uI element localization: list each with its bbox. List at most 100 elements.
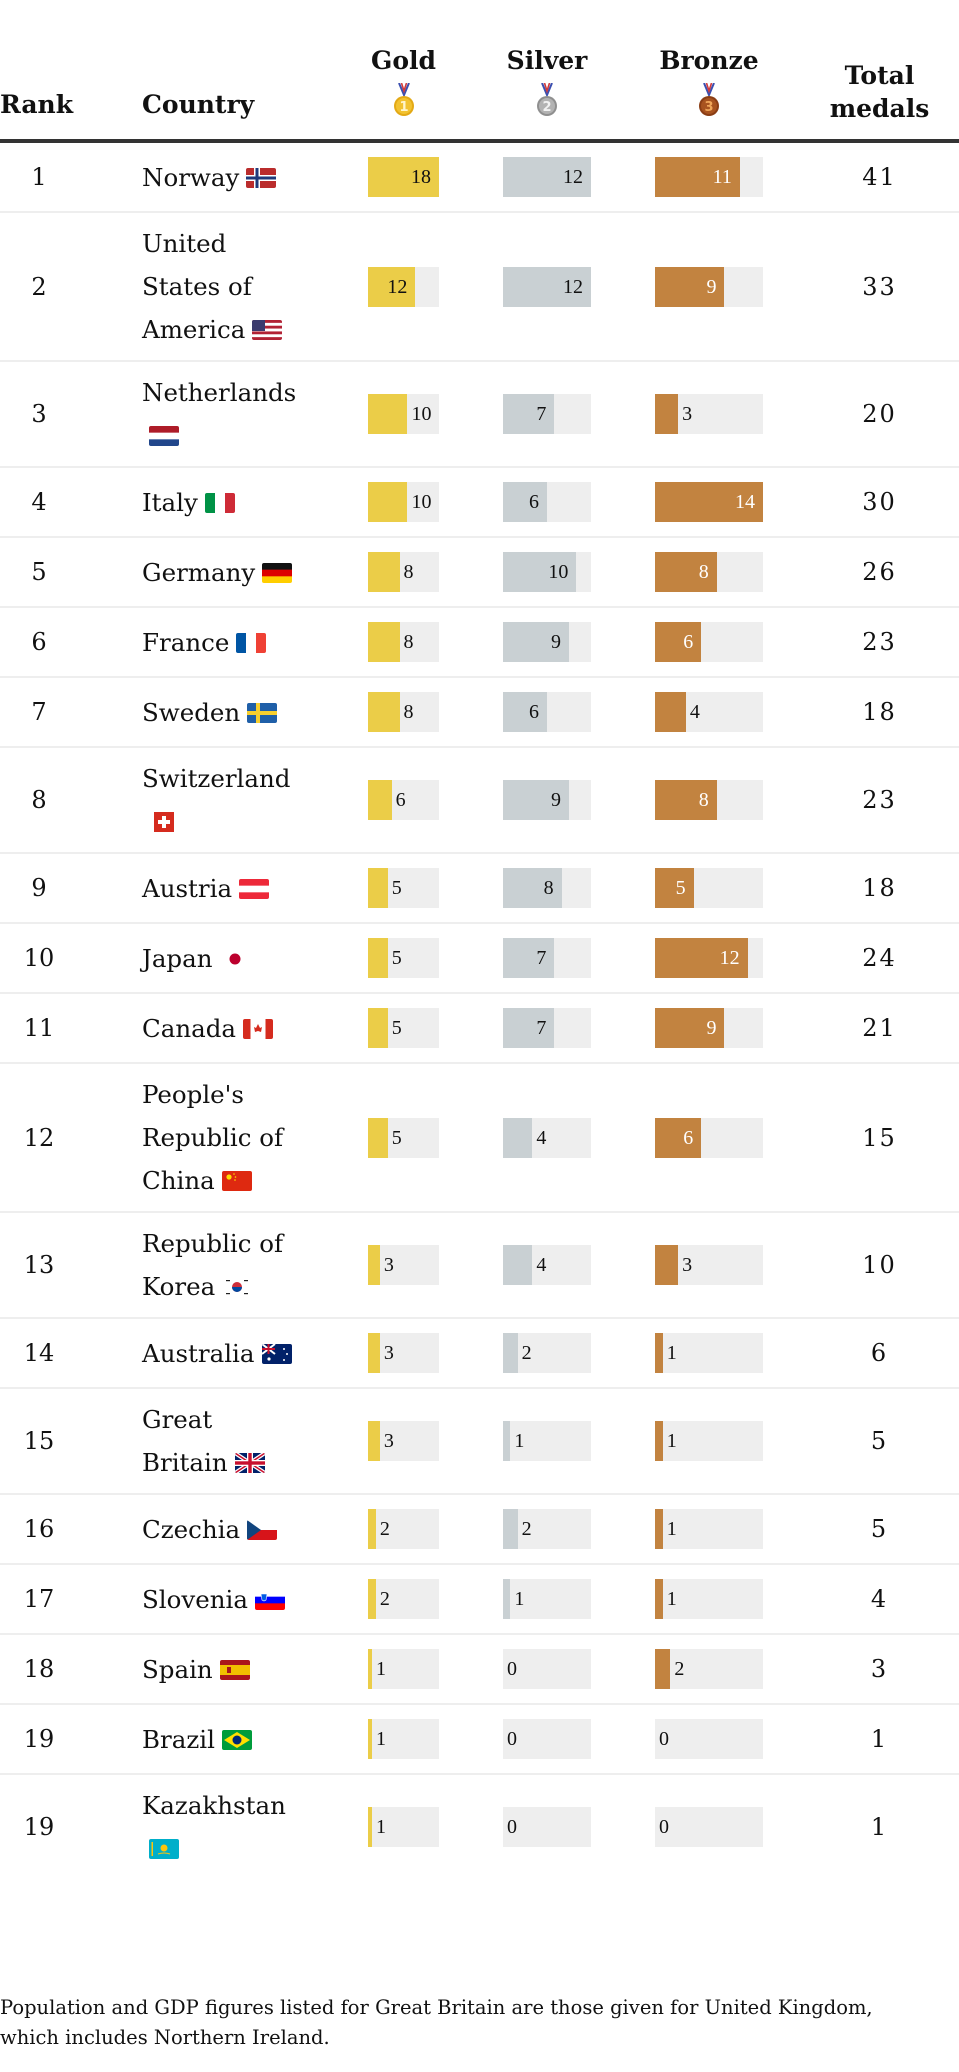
country-name: Czechia xyxy=(142,1508,295,1551)
total-cell: 26 xyxy=(862,558,897,586)
bronze-value-label: 1 xyxy=(666,1588,677,1610)
gold-value-label: 5 xyxy=(391,877,402,899)
flag-kr-icon xyxy=(222,1277,253,1297)
bronze-value-label: 1 xyxy=(666,1342,677,1364)
flag-it-icon xyxy=(204,492,235,513)
country-name: Republic of Korea xyxy=(142,1229,284,1301)
silver-bar xyxy=(503,1245,533,1285)
header-total[interactable]: Total medals xyxy=(800,45,959,143)
table-row: 12 People's Republic of China 5 4 6 15 xyxy=(0,1063,959,1212)
table-row: 5 Germany 8 10 8 26 xyxy=(0,537,959,607)
gold-cell: 1 xyxy=(350,1634,470,1704)
svg-text:2: 2 xyxy=(542,100,551,115)
bronze-cell: 3 xyxy=(630,361,800,467)
table-row: 16 Czechia 2 2 1 5 xyxy=(0,1494,959,1564)
total-cell: 6 xyxy=(870,1339,889,1367)
gold-bar xyxy=(368,1579,376,1619)
silver-cell: 6 xyxy=(470,677,630,747)
silver-cell: 0 xyxy=(470,1774,630,1879)
silver-cell: 0 xyxy=(470,1704,630,1774)
rank-cell: 1 xyxy=(31,163,47,191)
bronze-cell: 0 xyxy=(630,1704,800,1774)
flag-us-icon xyxy=(252,320,283,340)
country-cell: Spain xyxy=(78,1634,350,1704)
gold-value-label: 3 xyxy=(383,1342,394,1364)
table-row: 10 Japan 5 7 12 24 xyxy=(0,923,959,993)
bronze-value-label: 3 xyxy=(682,1254,693,1276)
bronze-value-label: 9 xyxy=(706,275,717,298)
gold-cell: 5 xyxy=(350,923,470,993)
bronze-bar-track: 1 xyxy=(655,1509,763,1549)
silver-bar-track: 12 xyxy=(503,266,591,307)
country-name-tail: Britain xyxy=(142,1448,265,1477)
table-row: 17 Slovenia 2 1 1 4 xyxy=(0,1564,959,1634)
gold-cell: 3 xyxy=(350,1318,470,1388)
silver-bar-track: 6 xyxy=(503,692,591,732)
bronze-cell: 9 xyxy=(630,212,800,361)
bronze-bar xyxy=(655,938,748,978)
silver-cell: 7 xyxy=(470,923,630,993)
silver-bar xyxy=(503,780,569,820)
gold-bar-track: 12 xyxy=(368,266,439,307)
country-name-tail: Korea xyxy=(142,1272,253,1301)
silver-bar xyxy=(503,622,569,662)
bronze-bar xyxy=(655,394,679,434)
flag-au-icon xyxy=(261,1343,292,1364)
bronze-value-label: 12 xyxy=(719,947,740,969)
rank-cell: 3 xyxy=(31,400,47,428)
rank-cell: 17 xyxy=(23,1585,55,1613)
bronze-cell: 4 xyxy=(630,677,800,747)
header-rank[interactable]: Rank xyxy=(0,45,78,143)
header-bronze[interactable]: Bronze 3 xyxy=(630,45,800,143)
table-row: 15 Great Britain 3 1 1 5 xyxy=(0,1388,959,1494)
bronze-bar-track: 0 xyxy=(655,1807,763,1847)
flag-nl-icon xyxy=(149,426,179,446)
flag-gb-icon xyxy=(234,1453,265,1473)
gold-cell: 2 xyxy=(350,1564,470,1634)
country-name: Norway xyxy=(142,156,295,199)
silver-bar xyxy=(503,1117,533,1158)
silver-cell: 12 xyxy=(470,141,630,212)
country-name: Switzerland xyxy=(142,757,295,843)
silver-bar-track: 8 xyxy=(503,868,591,908)
svg-text:1: 1 xyxy=(399,100,408,115)
country-cell: Kazakhstan xyxy=(78,1774,350,1879)
silver-bar xyxy=(503,394,555,434)
bronze-cell: 8 xyxy=(630,747,800,853)
gold-value-label: 8 xyxy=(403,631,414,653)
silver-bar xyxy=(503,1509,518,1549)
gold-medal-icon: 1 xyxy=(393,83,414,116)
bronze-bar xyxy=(655,622,702,662)
silver-bar xyxy=(503,868,562,908)
gold-cell: 1 xyxy=(350,1704,470,1774)
silver-bar xyxy=(503,1579,511,1619)
country-name: Australia xyxy=(142,1332,295,1375)
header-country[interactable]: Country xyxy=(78,45,350,143)
country-name: Japan xyxy=(142,937,295,980)
silver-bar xyxy=(503,938,555,978)
bronze-bar xyxy=(655,1117,702,1158)
gold-bar xyxy=(368,1333,380,1373)
gold-bar xyxy=(368,157,439,197)
country-name: Austria xyxy=(142,867,295,910)
bronze-cell: 1 xyxy=(630,1494,800,1564)
bronze-bar-track: 1 xyxy=(655,1579,763,1619)
country-cell: Switzerland xyxy=(78,747,350,853)
silver-cell: 1 xyxy=(470,1388,630,1494)
gold-bar xyxy=(368,622,400,662)
total-cell: 30 xyxy=(862,488,897,516)
rank-cell: 13 xyxy=(23,1251,55,1279)
header-gold[interactable]: Gold 1 xyxy=(350,45,470,143)
silver-value-label: 9 xyxy=(551,631,561,653)
flag-no-icon xyxy=(246,167,277,188)
gold-bar-track: 3 xyxy=(368,1245,439,1285)
header-silver[interactable]: Silver 2 xyxy=(470,45,630,143)
table-row: 9 Austria 5 8 5 18 xyxy=(0,853,959,923)
flag-at-icon xyxy=(239,878,270,899)
footnote: Population and GDP figures listed for Gr… xyxy=(0,1996,873,2049)
silver-cell: 0 xyxy=(470,1634,630,1704)
country-name: Sweden xyxy=(142,691,295,734)
rank-cell: 5 xyxy=(31,558,47,586)
country-cell: Brazil xyxy=(78,1704,350,1774)
gold-bar-track: 3 xyxy=(368,1421,439,1461)
